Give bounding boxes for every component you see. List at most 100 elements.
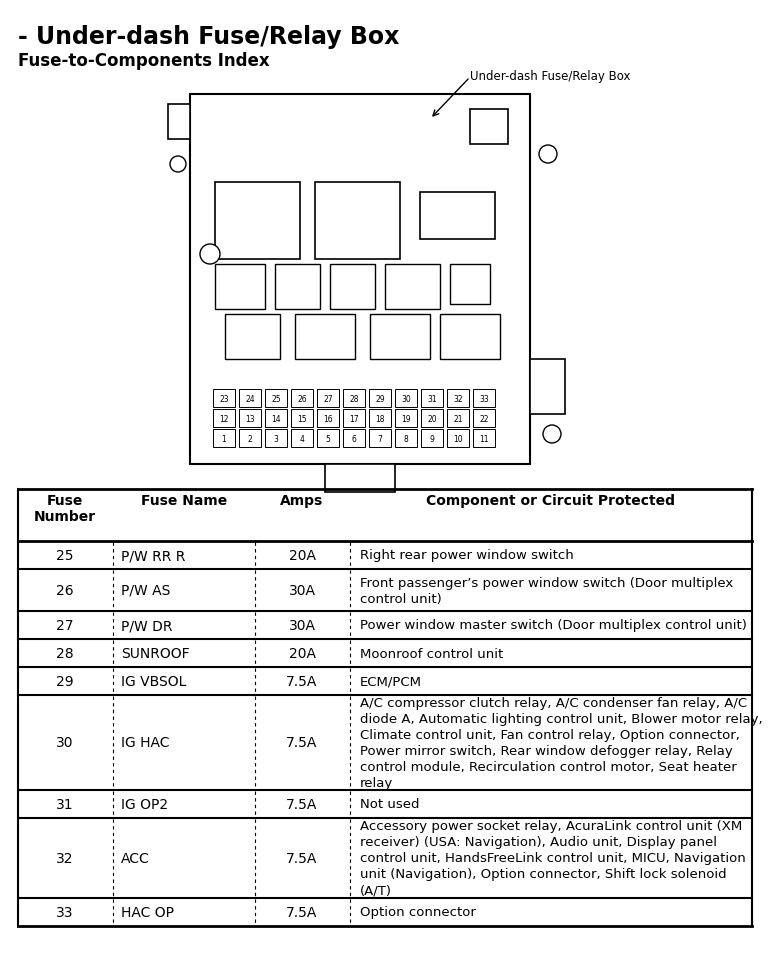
Bar <box>213 429 235 448</box>
Bar <box>395 410 417 427</box>
Text: P/W AS: P/W AS <box>121 583 170 597</box>
Text: 12: 12 <box>219 414 229 423</box>
Bar <box>215 265 265 310</box>
Bar <box>530 359 565 415</box>
Circle shape <box>539 146 557 164</box>
Text: HAC OP: HAC OP <box>121 905 174 919</box>
Text: 2: 2 <box>247 434 253 443</box>
Text: Power window master switch (Door multiplex control unit): Power window master switch (Door multipl… <box>360 619 746 632</box>
Text: IG HAC: IG HAC <box>121 735 170 750</box>
Bar <box>420 193 495 239</box>
Bar <box>343 410 365 427</box>
Text: 5: 5 <box>326 434 330 443</box>
Text: IG OP2: IG OP2 <box>121 797 168 811</box>
Bar <box>291 390 313 408</box>
Bar <box>421 410 443 427</box>
Text: 7.5A: 7.5A <box>286 674 318 688</box>
Bar <box>239 410 261 427</box>
Bar <box>370 315 430 359</box>
Text: 29: 29 <box>56 674 74 688</box>
Text: 19: 19 <box>401 414 411 423</box>
Bar <box>225 315 280 359</box>
Bar <box>421 390 443 408</box>
Text: 28: 28 <box>349 394 359 403</box>
Text: 25: 25 <box>271 394 281 403</box>
Bar <box>395 429 417 448</box>
Text: Fuse
Number: Fuse Number <box>34 493 96 523</box>
Bar <box>168 105 190 140</box>
Text: 27: 27 <box>323 394 333 403</box>
Text: 16: 16 <box>323 414 333 423</box>
Text: relay: relay <box>360 776 393 789</box>
Text: Moonroof control unit: Moonroof control unit <box>360 647 503 660</box>
Text: 10: 10 <box>453 434 463 443</box>
Bar <box>330 265 375 310</box>
Text: 31: 31 <box>427 394 437 403</box>
Bar <box>295 315 355 359</box>
Text: 25: 25 <box>56 548 74 562</box>
Bar <box>447 429 469 448</box>
Text: 24: 24 <box>245 394 255 403</box>
Bar <box>450 265 490 304</box>
Bar <box>239 390 261 408</box>
Text: unit (Navigation), Option connector, Shift lock solenoid: unit (Navigation), Option connector, Shi… <box>360 867 727 881</box>
Text: 6: 6 <box>352 434 356 443</box>
Text: 1: 1 <box>222 434 227 443</box>
Bar <box>440 315 500 359</box>
Text: 27: 27 <box>56 618 74 633</box>
Text: Climate control unit, Fan control relay, Option connector,: Climate control unit, Fan control relay,… <box>360 729 740 741</box>
Bar <box>315 183 400 260</box>
Text: 20A: 20A <box>289 548 316 562</box>
Bar <box>265 429 287 448</box>
Text: 17: 17 <box>349 414 359 423</box>
Bar <box>239 429 261 448</box>
Text: 30: 30 <box>56 735 74 750</box>
Bar <box>447 410 469 427</box>
Bar <box>317 390 339 408</box>
Bar <box>395 390 417 408</box>
Text: (A/T): (A/T) <box>360 884 392 896</box>
Text: Component or Circuit Protected: Component or Circuit Protected <box>426 493 676 508</box>
Bar <box>447 390 469 408</box>
Text: 33: 33 <box>56 905 74 919</box>
Text: 32: 32 <box>56 851 74 865</box>
Text: 7: 7 <box>378 434 382 443</box>
Bar <box>215 183 300 260</box>
Text: Fuse Name: Fuse Name <box>141 493 227 508</box>
Text: 3: 3 <box>273 434 279 443</box>
Text: IG VBSOL: IG VBSOL <box>121 674 187 688</box>
Text: 7.5A: 7.5A <box>286 797 318 811</box>
Circle shape <box>200 245 220 265</box>
Text: SUNROOF: SUNROOF <box>121 646 190 660</box>
Bar <box>385 265 440 310</box>
Bar <box>291 429 313 448</box>
Bar <box>325 464 395 492</box>
Text: Accessory power socket relay, AcuraLink control unit (XM: Accessory power socket relay, AcuraLink … <box>360 820 742 832</box>
Bar <box>470 109 508 144</box>
Bar <box>473 429 495 448</box>
Text: 15: 15 <box>297 414 306 423</box>
Text: Right rear power window switch: Right rear power window switch <box>360 548 574 562</box>
Text: 7.5A: 7.5A <box>286 851 318 865</box>
Text: Power mirror switch, Rear window defogger relay, Relay: Power mirror switch, Rear window defogge… <box>360 744 733 757</box>
Text: 9: 9 <box>429 434 435 443</box>
Text: 30A: 30A <box>289 583 316 597</box>
Text: Not used: Not used <box>360 797 419 811</box>
Bar <box>369 429 391 448</box>
Text: 26: 26 <box>297 394 306 403</box>
Bar <box>265 410 287 427</box>
Text: ECM/PCM: ECM/PCM <box>360 674 422 688</box>
Bar <box>473 390 495 408</box>
Bar <box>275 265 320 310</box>
Bar <box>213 390 235 408</box>
Bar <box>265 390 287 408</box>
Text: 30: 30 <box>401 394 411 403</box>
Text: 21: 21 <box>453 414 463 423</box>
Text: 20: 20 <box>427 414 437 423</box>
Text: receiver) (USA: Navigation), Audio unit, Display panel: receiver) (USA: Navigation), Audio unit,… <box>360 835 717 849</box>
Bar <box>291 410 313 427</box>
Text: 30A: 30A <box>289 618 316 633</box>
Text: 11: 11 <box>479 434 488 443</box>
Text: 33: 33 <box>479 394 489 403</box>
Text: 28: 28 <box>56 646 74 660</box>
